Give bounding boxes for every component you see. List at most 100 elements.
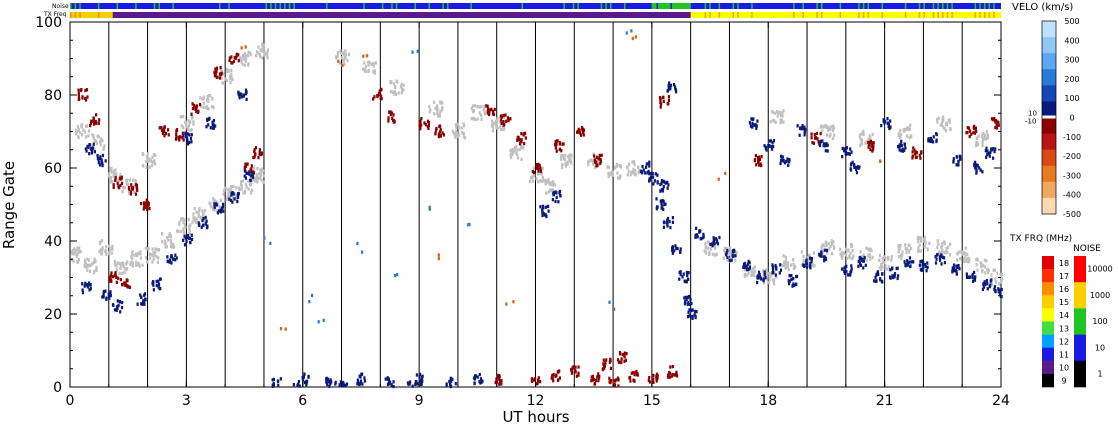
velocity-positive-point (185, 239, 188, 244)
velocity-positive-point (81, 288, 84, 292)
velocity-positive-point (763, 144, 766, 148)
velocity-positive-point (448, 380, 451, 384)
velocity-positive-point (682, 272, 685, 276)
velocity-negative-point (487, 107, 490, 111)
velocity-positive-point (330, 380, 333, 384)
velocity-positive-point (818, 143, 822, 148)
velocity-negative-point (162, 127, 166, 131)
velocity-positive-point (999, 294, 1002, 299)
ground-scatter-point (453, 133, 457, 137)
ground-scatter-point (615, 164, 618, 168)
velocity-positive-point (240, 92, 243, 97)
ground-scatter-point (242, 53, 245, 58)
ground-scatter-point (753, 270, 756, 274)
velocity-positive-point (792, 276, 795, 281)
ground-scatter-point (945, 246, 948, 251)
velocity-positive-point (478, 379, 481, 384)
velocity-positive-point (984, 282, 987, 287)
velocity-positive-point (988, 154, 991, 158)
velocity-positive-point (990, 148, 993, 152)
ground-scatter-point (625, 165, 629, 169)
velocity-negative-point (659, 99, 662, 103)
velocity-positive-point (251, 171, 254, 175)
velocity-negative-point (530, 379, 534, 383)
velocity-positive-point (730, 258, 733, 262)
ground-scatter-point (79, 249, 82, 254)
velocity-negative-point (974, 129, 977, 133)
ground-scatter-point (119, 266, 122, 270)
velocity-positive-point (360, 372, 363, 376)
ground-scatter-point (436, 111, 439, 116)
velocity-positive-point (763, 272, 766, 277)
velocity-negative-point (77, 94, 81, 98)
velocity-positive-point (752, 117, 755, 121)
velocity-negative-point (387, 119, 390, 123)
ground-scatter-point (87, 264, 90, 268)
velocity-positive-point (155, 279, 158, 284)
ground-scatter-point (264, 52, 268, 56)
velocity-positive-point (238, 96, 241, 100)
ground-scatter-point (871, 255, 874, 260)
velocity-negative-point (500, 121, 503, 126)
velo-color-cell (1042, 181, 1056, 199)
velocity-positive-point (780, 158, 783, 162)
velocity-positive-point (772, 271, 775, 275)
ground-scatter-point (123, 270, 126, 275)
velocity-positive-point (957, 163, 960, 167)
ground-scatter-point (980, 262, 983, 266)
velocity-positive-point (966, 275, 969, 279)
ground-scatter-point (887, 255, 890, 260)
ground-scatter-point (587, 162, 590, 167)
velocity-positive-point (881, 272, 884, 276)
ground-scatter-point (476, 104, 479, 109)
velocity-positive-point (934, 261, 938, 265)
velocity-negative-point (601, 367, 604, 372)
ground-scatter-point (823, 124, 826, 128)
ground-scatter-point (513, 148, 516, 152)
ground-scatter-point (151, 247, 154, 251)
velocity-negative-point (509, 117, 512, 121)
velocity-positive-point (671, 251, 674, 255)
ground-scatter-point (833, 246, 836, 251)
velocity-negative-point (77, 91, 80, 96)
velocity-positive-point (190, 233, 193, 237)
velocity-negative-point (379, 92, 382, 97)
velocity-positive-point (850, 264, 853, 268)
velocity-positive-point (693, 309, 697, 314)
ground-scatter-point (936, 245, 939, 250)
velocity-positive-point (795, 274, 799, 279)
velocity-positive-point (853, 163, 856, 168)
noise-strip-speckle (265, 3, 268, 9)
ground-scatter-point (367, 63, 370, 67)
velocity-positive-point (805, 265, 809, 269)
ground-scatter-point (959, 257, 962, 261)
ground-scatter-point (540, 172, 543, 176)
velocity-negative-point (867, 145, 870, 149)
velocity-positive-point (801, 124, 804, 128)
velocity-sparse-point (416, 49, 419, 53)
velocity-positive-point (102, 295, 105, 299)
ground-scatter-point (225, 67, 229, 72)
velocity-negative-point (968, 134, 971, 139)
velocity-positive-point (748, 121, 752, 125)
ground-scatter-point (729, 246, 732, 250)
ground-scatter-point (203, 216, 206, 221)
velocity-negative-point (194, 107, 197, 111)
noise-strip-speckle (153, 3, 156, 9)
velocity-positive-point (861, 257, 864, 262)
ground-scatter-point (437, 114, 440, 118)
ground-scatter-point (899, 253, 903, 258)
velocity-negative-point (590, 375, 593, 379)
ground-scatter-point (975, 136, 978, 140)
velocity-positive-point (679, 250, 682, 254)
ground-scatter-point (541, 175, 544, 180)
velocity-negative-point (597, 157, 600, 161)
velocity-negative-point (135, 186, 139, 191)
x-tick-label: 0 (66, 393, 75, 409)
freq-strip-speckle (601, 12, 603, 18)
ground-scatter-point (134, 181, 138, 185)
velocity-positive-point (927, 138, 931, 142)
ground-scatter-point (256, 167, 259, 171)
velocity-positive-point (782, 158, 785, 163)
freq-strip-speckle (993, 12, 995, 18)
